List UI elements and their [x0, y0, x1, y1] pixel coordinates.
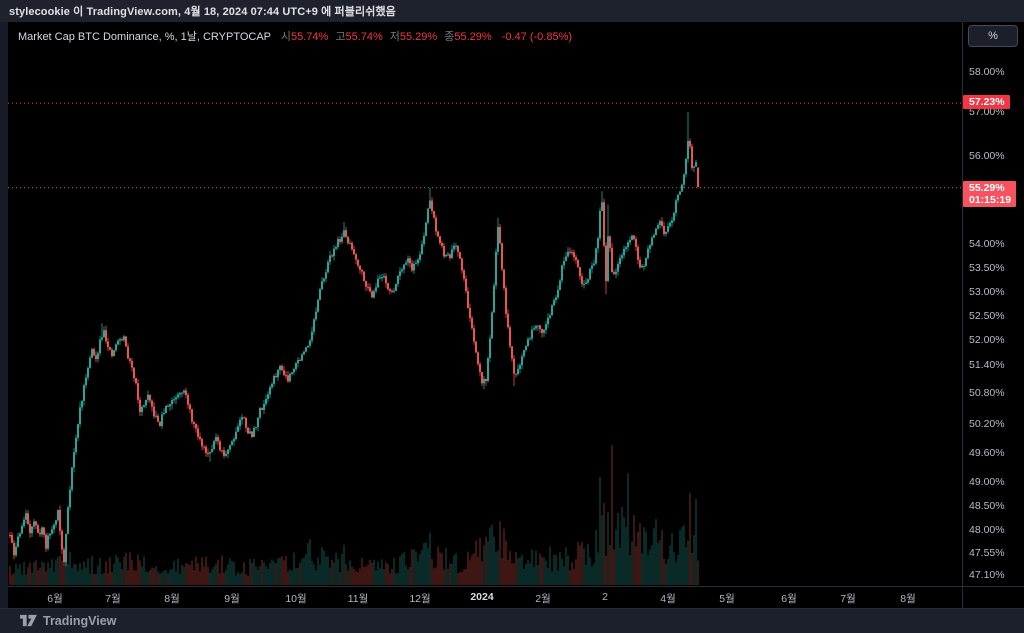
bar-countdown: 01:15:19: [969, 194, 1012, 206]
price-tick: 53.00%: [969, 286, 1005, 298]
tradingview-brand-link[interactable]: TradingView: [20, 614, 116, 628]
change-value: -0.47 (-0.85%): [501, 31, 573, 43]
price-tick: 50.20%: [969, 418, 1005, 430]
price-axis[interactable]: % 58.00% 57.00% 56.00% 54.00% 53.50% 53.00% 52…: [963, 22, 1024, 586]
last-price-label: 55.29% 01:15:19: [963, 181, 1017, 207]
time-tick: 6월: [781, 593, 797, 605]
publish-info-bar: stylecookie 이 TradingView.com, 4월 18, 20…: [0, 0, 1024, 22]
price-tick: 51.40%: [969, 359, 1005, 371]
ohlc-values: 시55.74% 고55.74% 저55.29% 종55.29%: [274, 31, 492, 43]
tradingview-brand-text: TradingView: [43, 614, 117, 628]
time-tick: 12월: [409, 593, 431, 605]
price-tick: 47.55%: [969, 547, 1005, 559]
time-tick: 9월: [224, 593, 240, 605]
time-tick: 8월: [164, 593, 180, 605]
price-axis-divider: [962, 22, 963, 608]
price-tick: 48.00%: [969, 524, 1005, 536]
time-tick: 10월: [285, 593, 307, 605]
time-tick: 4월: [660, 593, 676, 605]
price-tick: 52.50%: [969, 310, 1005, 322]
symbol-legend: Market Cap BTC Dominance, %, 1날, CRYPTOC…: [18, 28, 572, 44]
price-tick: 49.00%: [969, 476, 1005, 488]
chart-pane-background: [8, 22, 1024, 608]
last-price-value: 55.29%: [969, 182, 1005, 194]
time-tick: 7월: [840, 593, 856, 605]
percent-unit-button[interactable]: %: [968, 25, 1018, 47]
price-tick: 54.00%: [969, 238, 1005, 250]
publish-text: stylecookie 이 TradingView.com, 4월 18, 20…: [9, 6, 396, 18]
ohlc-value: 저55.29%: [389, 31, 438, 43]
time-axis-divider: [8, 586, 1024, 587]
time-tick: 11월: [347, 593, 369, 605]
ohlc-value: 시55.74%: [280, 31, 329, 43]
footer-bar: TradingView: [0, 608, 1024, 633]
time-tick: 2월: [535, 593, 551, 605]
ohlc-value: 종55.29%: [444, 31, 492, 43]
price-tick: 53.50%: [969, 262, 1005, 274]
price-tick: 47.10%: [969, 569, 1005, 581]
price-tick: 48.50%: [969, 500, 1005, 512]
price-tick: 49.60%: [969, 447, 1005, 459]
time-tick: 7월: [105, 593, 121, 605]
price-tick: 56.00%: [969, 150, 1005, 162]
high-price-label: 57.23%: [963, 95, 1010, 109]
price-tick: 57.00%: [969, 106, 1005, 118]
ohlc-value: 고55.74%: [335, 31, 383, 43]
time-tick: 5월: [719, 593, 735, 605]
price-tick: 50.80%: [969, 387, 1005, 399]
time-tick: 6월: [47, 593, 63, 605]
time-tick: 2: [602, 591, 608, 603]
time-tick: 8월: [900, 593, 916, 605]
price-tick: 58.00%: [969, 66, 1005, 78]
time-tick: 2024: [470, 591, 494, 603]
tradingview-logo-icon: [20, 614, 37, 627]
symbol-title[interactable]: Market Cap BTC Dominance, %, 1날, CRYPTOC…: [18, 31, 271, 43]
time-axis[interactable]: 6월 7월 8월 9월 10월 11월 12월 2024 2월 2 4월 5월 6월 7월 8월: [8, 587, 962, 608]
price-tick: 52.00%: [969, 334, 1005, 346]
